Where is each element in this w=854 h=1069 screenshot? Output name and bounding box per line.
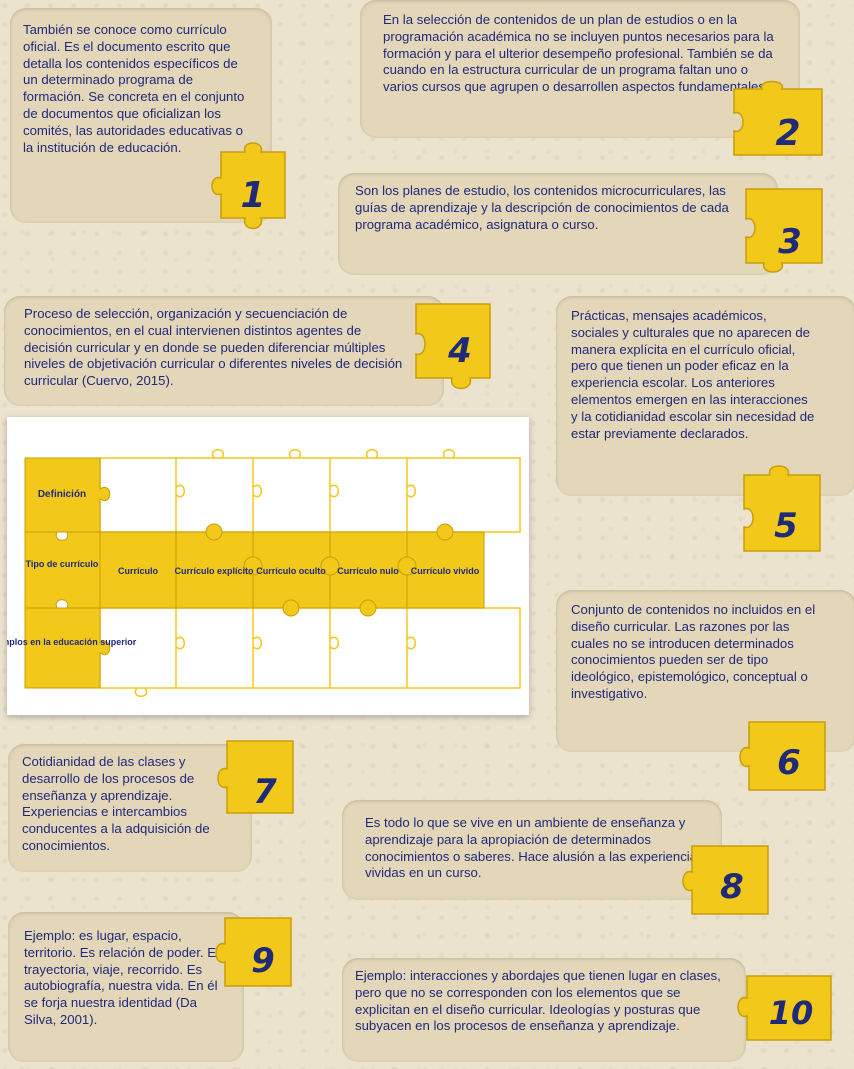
card-4-text: Proceso de selección, organización y sec… [24, 306, 403, 389]
puzzle-piece-8: 8 [682, 845, 769, 915]
type-label-2: Currículo explícito [174, 566, 254, 576]
card-9-text: Ejemplo: es lugar, espacio, territorio. … [24, 928, 223, 1027]
piece-9-number: 9 [251, 941, 275, 981]
grid-piece-definicion [24, 457, 111, 533]
curriculum-puzzle-grid: Definición Tipo de currículo Ejemplos en… [7, 449, 521, 697]
piece-1-number: 1 [240, 175, 265, 216]
puzzle-piece-1: 1 [211, 142, 286, 230]
card-8-text: Es todo lo que se vive en un ambiente de… [365, 815, 704, 881]
grid-piece-tipo [24, 531, 101, 609]
card-10-text: Ejemplo: interacciones y abordajes que t… [355, 968, 721, 1034]
definition-card-3 [338, 173, 778, 275]
definition-card-7 [8, 744, 252, 872]
puzzle-piece-9: 9 [215, 917, 292, 987]
piece-3-number: 3 [778, 222, 802, 262]
piece-8-number: 8 [720, 867, 744, 907]
row-label-ejemplos: Ejemplos en la educación superior [0, 637, 137, 647]
card-2-text: En la selección de contenidos de un plan… [383, 12, 774, 95]
card-7-text: Cotidianidad de las clases y desarrollo … [22, 754, 210, 853]
definition-card-8 [342, 800, 722, 900]
puzzle-piece-3: 3 [745, 188, 823, 273]
card-1-text: También se conoce como currículo oficial… [23, 22, 245, 155]
piece-10-number: 10 [769, 994, 814, 1032]
definition-card-2 [360, 0, 800, 138]
grid-piece-type-5 [406, 531, 485, 609]
piece-2-number: 2 [775, 113, 800, 154]
piece-5-number: 5 [774, 506, 798, 546]
definition-card-10 [342, 958, 746, 1062]
type-label-1: Currículo [118, 566, 159, 576]
piece-7-number: 7 [253, 772, 277, 812]
type-label-5: Currículo vivido [411, 566, 480, 576]
puzzle-piece-10: 10 [737, 975, 832, 1041]
row-label-tipo: Tipo de currículo [26, 559, 99, 569]
definition-card-4 [4, 296, 444, 406]
puzzle-piece-7: 7 [217, 740, 294, 814]
puzzle-piece-6: 6 [739, 721, 826, 791]
definition-card-9 [8, 912, 244, 1062]
type-label-3: Currículo oculto [256, 566, 326, 576]
puzzle-piece-5: 5 [743, 465, 821, 552]
card-3-text: Son los planes de estudio, los contenido… [355, 183, 729, 232]
card-6-text: Conjunto de contenidos no incluidos en e… [571, 602, 816, 701]
piece-4-number: 4 [447, 331, 472, 371]
row-label-definicion: Definición [38, 489, 86, 500]
card-5-text: Prácticas, mensajes académicos, sociales… [571, 308, 815, 441]
puzzle-piece-4: 4 [415, 303, 491, 390]
definition-card-5 [556, 296, 854, 496]
piece-6-number: 6 [777, 743, 801, 783]
grid-piece-ejemplos [24, 607, 111, 689]
puzzle-piece-2: 2 [733, 80, 823, 156]
type-label-4: Currículo nulo [337, 566, 399, 576]
